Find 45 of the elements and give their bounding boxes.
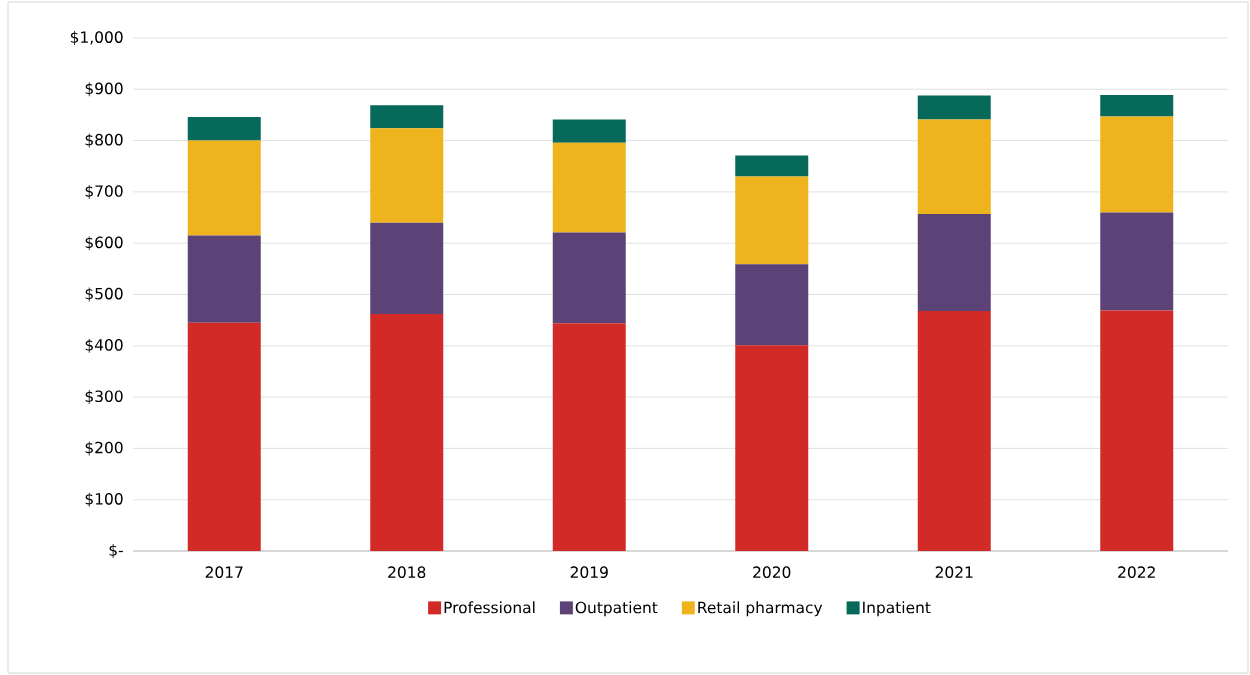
bar [552,142,626,233]
bar [735,264,809,346]
x-tick-label: 2019 [570,566,608,579]
bar [552,119,626,143]
bar [735,155,809,177]
x-tick-label: 2021 [935,566,973,579]
y-tick-label: $900 [85,82,123,97]
bar [552,232,626,324]
y-tick-label: $1,000 [70,30,123,45]
x-tick-label: 2018 [388,566,426,579]
bar [187,140,261,236]
y-tick-label: $500 [85,287,123,302]
y-tick-label: $700 [85,184,123,199]
legend-label: Retail pharmacy [698,601,823,617]
bar [187,322,261,551]
bar [735,176,809,265]
bar [370,105,444,129]
y-tick-label: $400 [85,338,123,353]
bar [917,119,991,214]
bar [552,323,626,551]
legend-label: Inpatient [863,601,931,617]
x-tick-label: 2020 [753,566,791,579]
bar [917,213,991,311]
x-tick-label: 2022 [1118,566,1155,579]
y-tick-label: $300 [85,390,123,405]
bar [917,310,991,551]
bar [370,128,444,223]
bar [187,117,261,141]
bar [1100,94,1174,117]
y-tick-label: $200 [85,441,123,456]
y-tick-label: $100 [85,492,123,507]
legend-label: Outpatient [575,601,658,617]
bar [370,313,444,551]
bar [1100,116,1174,213]
y-tick-label: $- [109,544,123,558]
bar [1100,310,1174,551]
legend-label: Professional [444,601,535,614]
bar [917,95,991,120]
y-tick-label: $800 [85,133,123,148]
x-tick-label: 2017 [205,566,243,579]
y-tick-label: $600 [85,236,123,251]
bar [370,222,444,314]
bar [187,235,261,323]
bar [735,345,809,551]
bar [1100,212,1174,311]
